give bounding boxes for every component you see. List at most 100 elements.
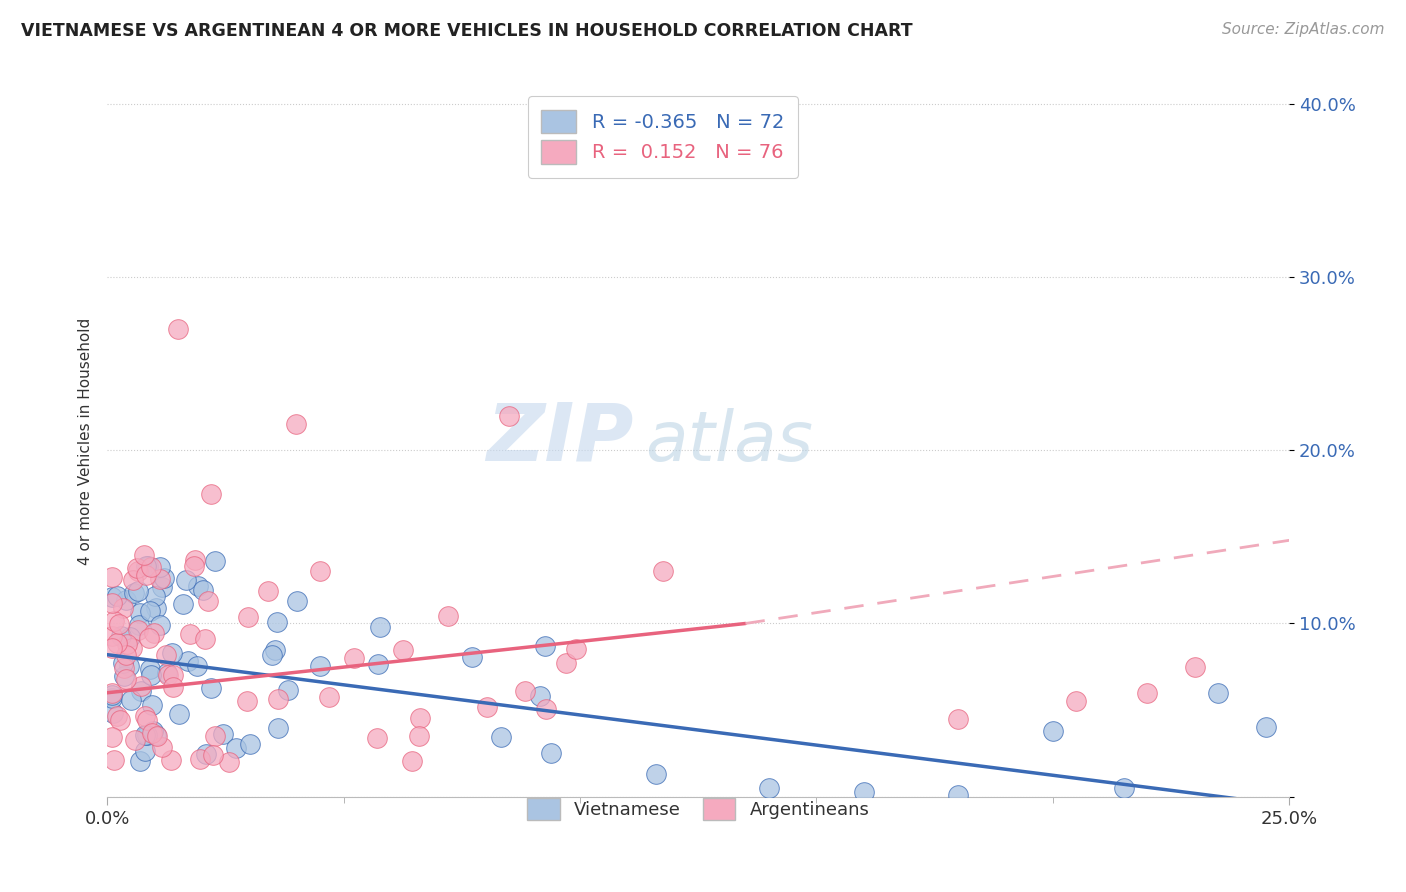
Point: [145, 600, 167, 615]
Point: [122, 586, 145, 600]
Point: [135, 568, 157, 582]
Point: [139, 667, 162, 681]
Point: [105, 636, 128, 650]
Point: [128, 618, 150, 632]
Point: [1184, 660, 1206, 674]
Point: [266, 721, 288, 735]
Point: [156, 667, 179, 681]
Point: [112, 669, 135, 683]
Point: [498, 409, 520, 423]
Point: [167, 707, 190, 722]
Point: [141, 698, 163, 712]
Point: [134, 743, 156, 757]
Point: [191, 582, 214, 597]
Point: [409, 711, 432, 725]
Point: [343, 651, 366, 665]
Point: [179, 627, 201, 641]
Point: [211, 726, 233, 740]
Point: [948, 788, 970, 802]
Y-axis label: 4 or more Vehicles in Household: 4 or more Vehicles in Household: [79, 318, 93, 566]
Point: [110, 629, 132, 643]
Point: [112, 656, 135, 670]
Point: [142, 625, 165, 640]
Point: [202, 747, 225, 762]
Point: [150, 580, 173, 594]
Point: [142, 724, 165, 739]
Point: [112, 661, 135, 675]
Point: [555, 656, 578, 670]
Text: VIETNAMESE VS ARGENTINEAN 4 OR MORE VEHICLES IN HOUSEHOLD CORRELATION CHART: VIETNAMESE VS ARGENTINEAN 4 OR MORE VEHI…: [21, 22, 912, 40]
Point: [121, 641, 143, 656]
Point: [852, 784, 875, 798]
Point: [111, 600, 134, 615]
Point: [197, 594, 219, 608]
Point: [152, 571, 174, 585]
Point: [534, 639, 557, 653]
Point: [194, 632, 217, 647]
Point: [162, 667, 184, 681]
Point: [318, 690, 340, 704]
Point: [108, 714, 131, 728]
Point: [534, 702, 557, 716]
Point: [134, 709, 156, 723]
Point: [143, 590, 166, 604]
Text: Source: ZipAtlas.com: Source: ZipAtlas.com: [1222, 22, 1385, 37]
Point: [257, 583, 280, 598]
Point: [515, 683, 537, 698]
Point: [127, 564, 149, 578]
Point: [105, 589, 128, 603]
Point: [1136, 686, 1159, 700]
Point: [146, 729, 169, 743]
Point: [401, 754, 423, 768]
Point: [117, 637, 139, 651]
Point: [644, 767, 666, 781]
Point: [139, 604, 162, 618]
Point: [129, 606, 152, 620]
Point: [120, 692, 142, 706]
Point: [101, 641, 124, 656]
Point: [1254, 721, 1277, 735]
Point: [149, 618, 172, 632]
Point: [308, 659, 330, 673]
Point: [225, 740, 247, 755]
Point: [162, 647, 184, 661]
Point: [1042, 723, 1064, 738]
Point: [194, 747, 217, 761]
Point: [162, 680, 184, 694]
Point: [652, 564, 675, 578]
Point: [540, 746, 562, 760]
Point: [267, 692, 290, 706]
Point: [167, 322, 190, 336]
Point: [308, 564, 330, 578]
Point: [145, 728, 167, 742]
Point: [139, 560, 162, 574]
Point: [149, 572, 172, 586]
Point: [129, 754, 152, 768]
Point: [218, 755, 240, 769]
Point: [177, 654, 200, 668]
Legend: Vietnamese, Argentineans: Vietnamese, Argentineans: [520, 790, 876, 827]
Point: [190, 752, 212, 766]
Point: [101, 690, 124, 705]
Point: [239, 738, 262, 752]
Point: [105, 709, 128, 723]
Point: [155, 648, 177, 662]
Point: [103, 753, 125, 767]
Point: [101, 688, 124, 702]
Point: [135, 713, 157, 727]
Point: [160, 753, 183, 767]
Point: [172, 597, 194, 611]
Point: [392, 643, 415, 657]
Point: [370, 620, 392, 634]
Point: [124, 732, 146, 747]
Point: [129, 683, 152, 698]
Point: [135, 728, 157, 742]
Point: [204, 729, 226, 743]
Point: [101, 597, 124, 611]
Point: [114, 672, 136, 686]
Point: [187, 579, 209, 593]
Point: [127, 561, 149, 575]
Point: [127, 623, 149, 637]
Text: atlas: atlas: [645, 408, 813, 475]
Point: [114, 593, 136, 607]
